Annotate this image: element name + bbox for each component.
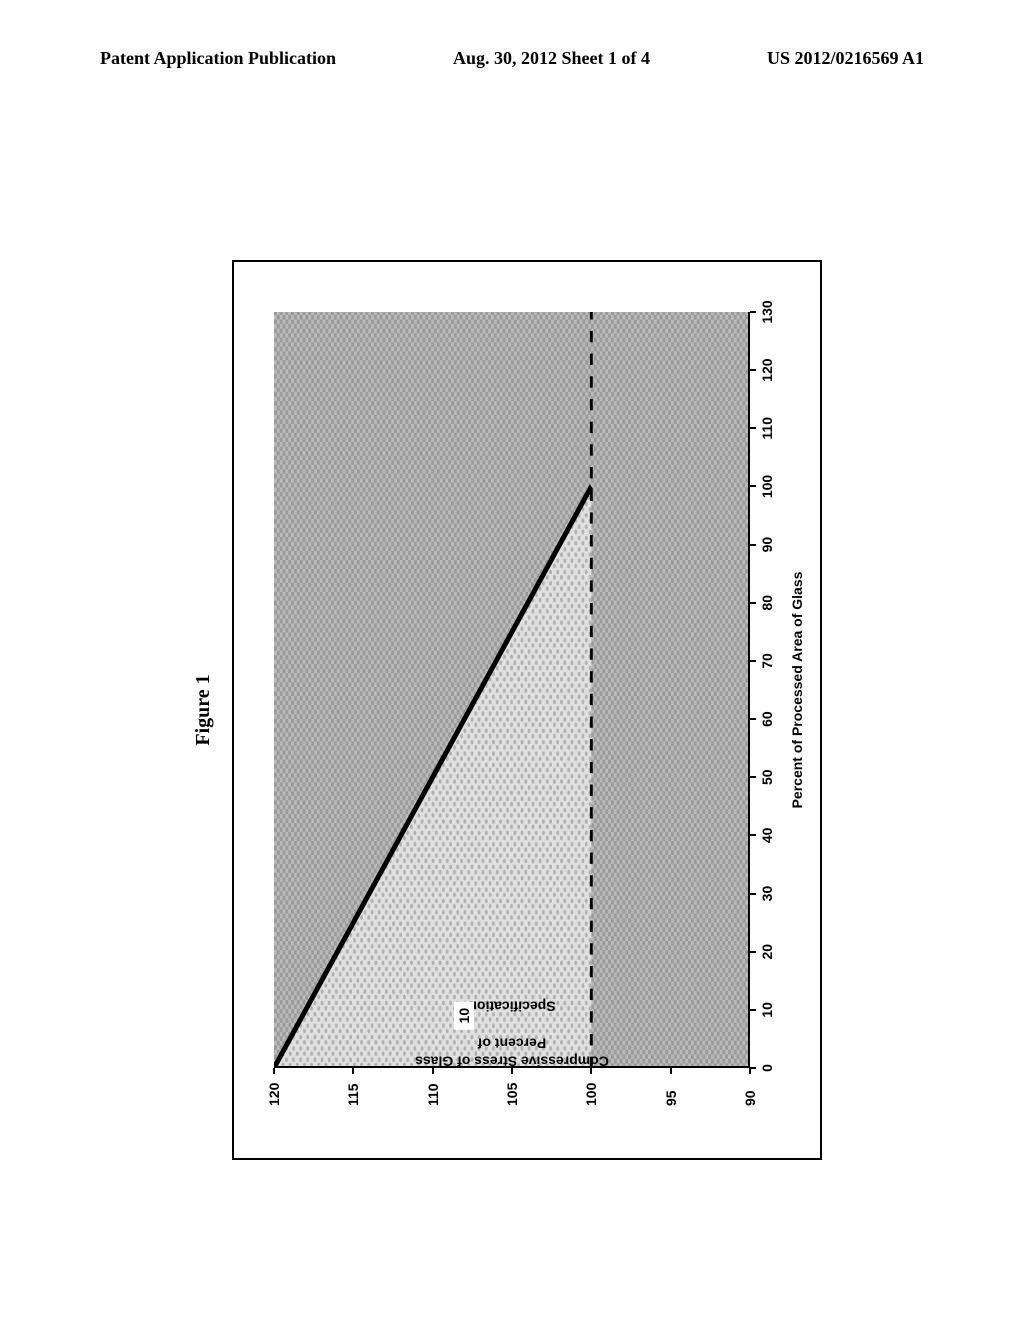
x-axis-line [748,312,750,1068]
header-right: US 2012/0216569 A1 [767,48,924,69]
x-tick-mark [750,602,756,604]
x-axis-label: Percent of Processed Area of Glass [789,572,805,809]
y-tick-mark [670,1068,672,1074]
x-tick-mark [750,834,756,836]
y-tick-mark [273,1068,275,1074]
x-tick-mark [750,951,756,953]
x-tick-mark [750,311,756,313]
x-tick: 120 [759,358,775,381]
reference-label: 10 [454,1002,474,1030]
x-tick: 90 [759,537,775,553]
x-tick-mark [750,427,756,429]
x-tick: 100 [759,475,775,498]
x-tick: 80 [759,595,775,611]
x-tick: 30 [759,886,775,902]
x-tick: 40 [759,828,775,844]
x-tick-mark [750,485,756,487]
x-tick: 10 [759,1002,775,1018]
x-tick-mark [750,1009,756,1011]
y-tick-mark [511,1068,513,1074]
header-left: Patent Application Publication [100,48,336,69]
y-axis-label: Compressive Stress of Glass Percent of S… [412,998,612,1089]
y-tick-mark [352,1068,354,1074]
x-tick-mark [750,718,756,720]
y-tick: 95 [663,1090,679,1106]
x-tick-mark [750,369,756,371]
x-tick: 130 [759,300,775,323]
chart-svg [274,312,750,1068]
x-tick: 20 [759,944,775,960]
x-tick-mark [750,776,756,778]
header-center: Aug. 30, 2012 Sheet 1 of 4 [453,48,650,69]
y-tick: 90 [742,1090,758,1106]
page-header: Patent Application Publication Aug. 30, … [0,48,1024,69]
x-tick-mark [750,544,756,546]
y-tick: 100 [583,1083,599,1106]
y-tick: 115 [345,1083,361,1106]
y-tick-mark [432,1068,434,1074]
y-tick: 110 [425,1083,441,1106]
x-tick: 50 [759,769,775,785]
x-tick-mark [750,660,756,662]
x-tick-mark [750,893,756,895]
x-tick-mark [750,1067,756,1069]
figure-title: Figure 1 [192,674,215,745]
x-tick: 0 [759,1064,775,1072]
plot-area: Compressive Stress of Glass Percent of S… [274,312,750,1068]
x-tick: 60 [759,711,775,727]
y-tick: 120 [266,1083,282,1106]
chart-container: Figure 1 [202,260,822,1160]
y-tick: 105 [504,1083,520,1106]
x-tick: 110 [759,417,775,440]
x-tick: 70 [759,653,775,669]
y-tick-mark [590,1068,592,1074]
chart-frame: Compressive Stress of Glass Percent of S… [232,260,822,1160]
